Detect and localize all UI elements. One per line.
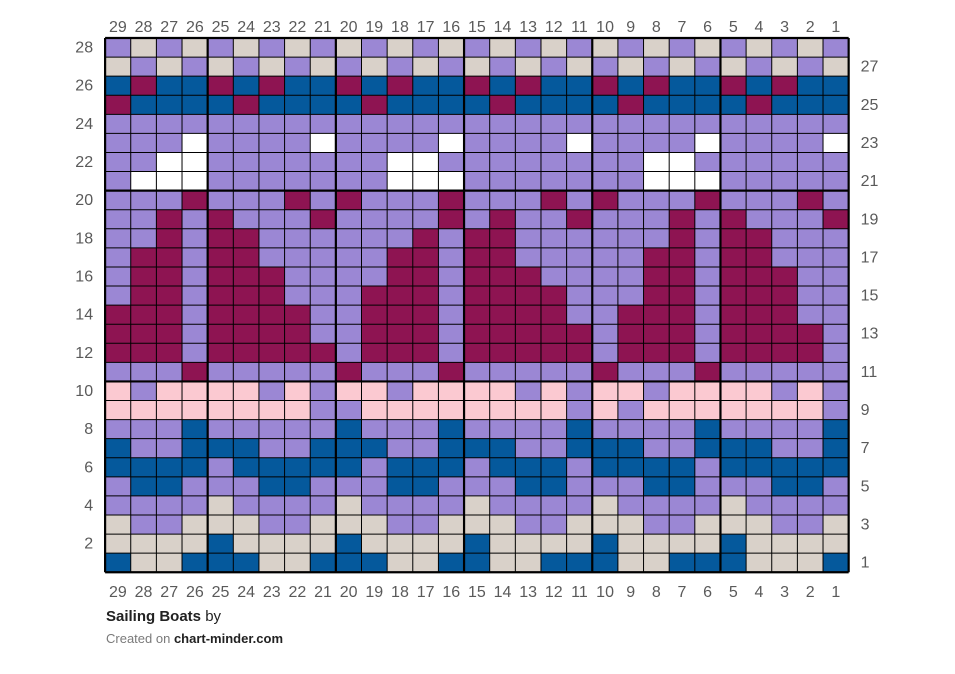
svg-text:5: 5	[729, 584, 738, 601]
svg-text:29: 29	[109, 19, 127, 36]
svg-text:17: 17	[417, 19, 435, 36]
svg-text:11: 11	[861, 364, 878, 381]
svg-text:18: 18	[391, 584, 409, 601]
svg-text:10: 10	[596, 584, 614, 601]
svg-text:27: 27	[160, 19, 178, 36]
svg-text:12: 12	[545, 19, 563, 36]
svg-text:23: 23	[263, 584, 281, 601]
svg-text:22: 22	[75, 154, 93, 171]
svg-text:5: 5	[729, 19, 738, 36]
svg-text:28: 28	[135, 19, 153, 36]
svg-text:19: 19	[365, 584, 383, 601]
svg-text:24: 24	[237, 19, 255, 36]
svg-text:21: 21	[861, 173, 879, 190]
svg-text:24: 24	[237, 584, 255, 601]
svg-text:16: 16	[442, 19, 460, 36]
svg-text:27: 27	[861, 59, 879, 76]
svg-text:10: 10	[596, 19, 614, 36]
svg-text:25: 25	[212, 584, 230, 601]
svg-text:13: 13	[519, 19, 537, 36]
svg-text:12: 12	[545, 584, 563, 601]
svg-text:13: 13	[519, 584, 537, 601]
svg-text:3: 3	[780, 584, 789, 601]
svg-text:8: 8	[652, 19, 661, 36]
svg-text:14: 14	[75, 307, 93, 324]
svg-text:18: 18	[75, 230, 93, 247]
svg-text:25: 25	[212, 19, 230, 36]
svg-text:7: 7	[678, 19, 687, 36]
svg-text:2: 2	[806, 584, 815, 601]
svg-text:19: 19	[365, 19, 383, 36]
svg-text:14: 14	[494, 19, 512, 36]
svg-text:15: 15	[468, 19, 486, 36]
svg-text:9: 9	[626, 19, 635, 36]
svg-text:22: 22	[289, 584, 307, 601]
svg-text:19: 19	[861, 211, 879, 228]
svg-text:7: 7	[861, 440, 870, 457]
svg-text:1: 1	[831, 19, 840, 36]
svg-text:9: 9	[626, 584, 635, 601]
svg-text:7: 7	[678, 584, 687, 601]
svg-text:4: 4	[754, 584, 763, 601]
svg-text:4: 4	[754, 19, 763, 36]
svg-text:3: 3	[861, 517, 870, 534]
svg-text:6: 6	[703, 584, 712, 601]
svg-text:6: 6	[703, 19, 712, 36]
svg-text:23: 23	[861, 135, 879, 152]
svg-text:8: 8	[652, 584, 661, 601]
svg-text:17: 17	[861, 249, 879, 266]
svg-text:18: 18	[391, 19, 409, 36]
svg-text:28: 28	[135, 584, 153, 601]
svg-text:20: 20	[340, 19, 358, 36]
svg-text:20: 20	[75, 192, 93, 209]
svg-text:26: 26	[75, 78, 93, 95]
svg-text:15: 15	[861, 288, 879, 305]
svg-text:16: 16	[442, 584, 460, 601]
svg-text:3: 3	[780, 19, 789, 36]
svg-text:8: 8	[84, 421, 93, 438]
svg-text:26: 26	[186, 19, 204, 36]
svg-text:11: 11	[571, 19, 588, 36]
svg-text:21: 21	[314, 19, 332, 36]
svg-text:29: 29	[109, 584, 127, 601]
svg-text:10: 10	[75, 383, 93, 400]
svg-text:17: 17	[417, 584, 435, 601]
svg-text:21: 21	[314, 584, 332, 601]
svg-text:11: 11	[571, 584, 588, 601]
svg-text:27: 27	[160, 584, 178, 601]
svg-text:25: 25	[861, 97, 879, 114]
svg-text:1: 1	[831, 584, 840, 601]
svg-text:14: 14	[494, 584, 512, 601]
svg-text:15: 15	[468, 584, 486, 601]
svg-text:5: 5	[861, 478, 870, 495]
svg-text:20: 20	[340, 584, 358, 601]
svg-text:4: 4	[84, 497, 93, 514]
svg-text:24: 24	[75, 116, 93, 133]
svg-text:2: 2	[84, 536, 93, 553]
svg-text:9: 9	[861, 402, 870, 419]
svg-text:22: 22	[289, 19, 307, 36]
svg-text:1: 1	[861, 555, 870, 572]
svg-text:23: 23	[263, 19, 281, 36]
svg-text:28: 28	[75, 40, 93, 57]
svg-text:13: 13	[861, 326, 879, 343]
svg-text:12: 12	[75, 345, 93, 362]
svg-text:2: 2	[806, 19, 815, 36]
svg-text:6: 6	[84, 459, 93, 476]
svg-text:26: 26	[186, 584, 204, 601]
svg-text:16: 16	[75, 269, 93, 286]
